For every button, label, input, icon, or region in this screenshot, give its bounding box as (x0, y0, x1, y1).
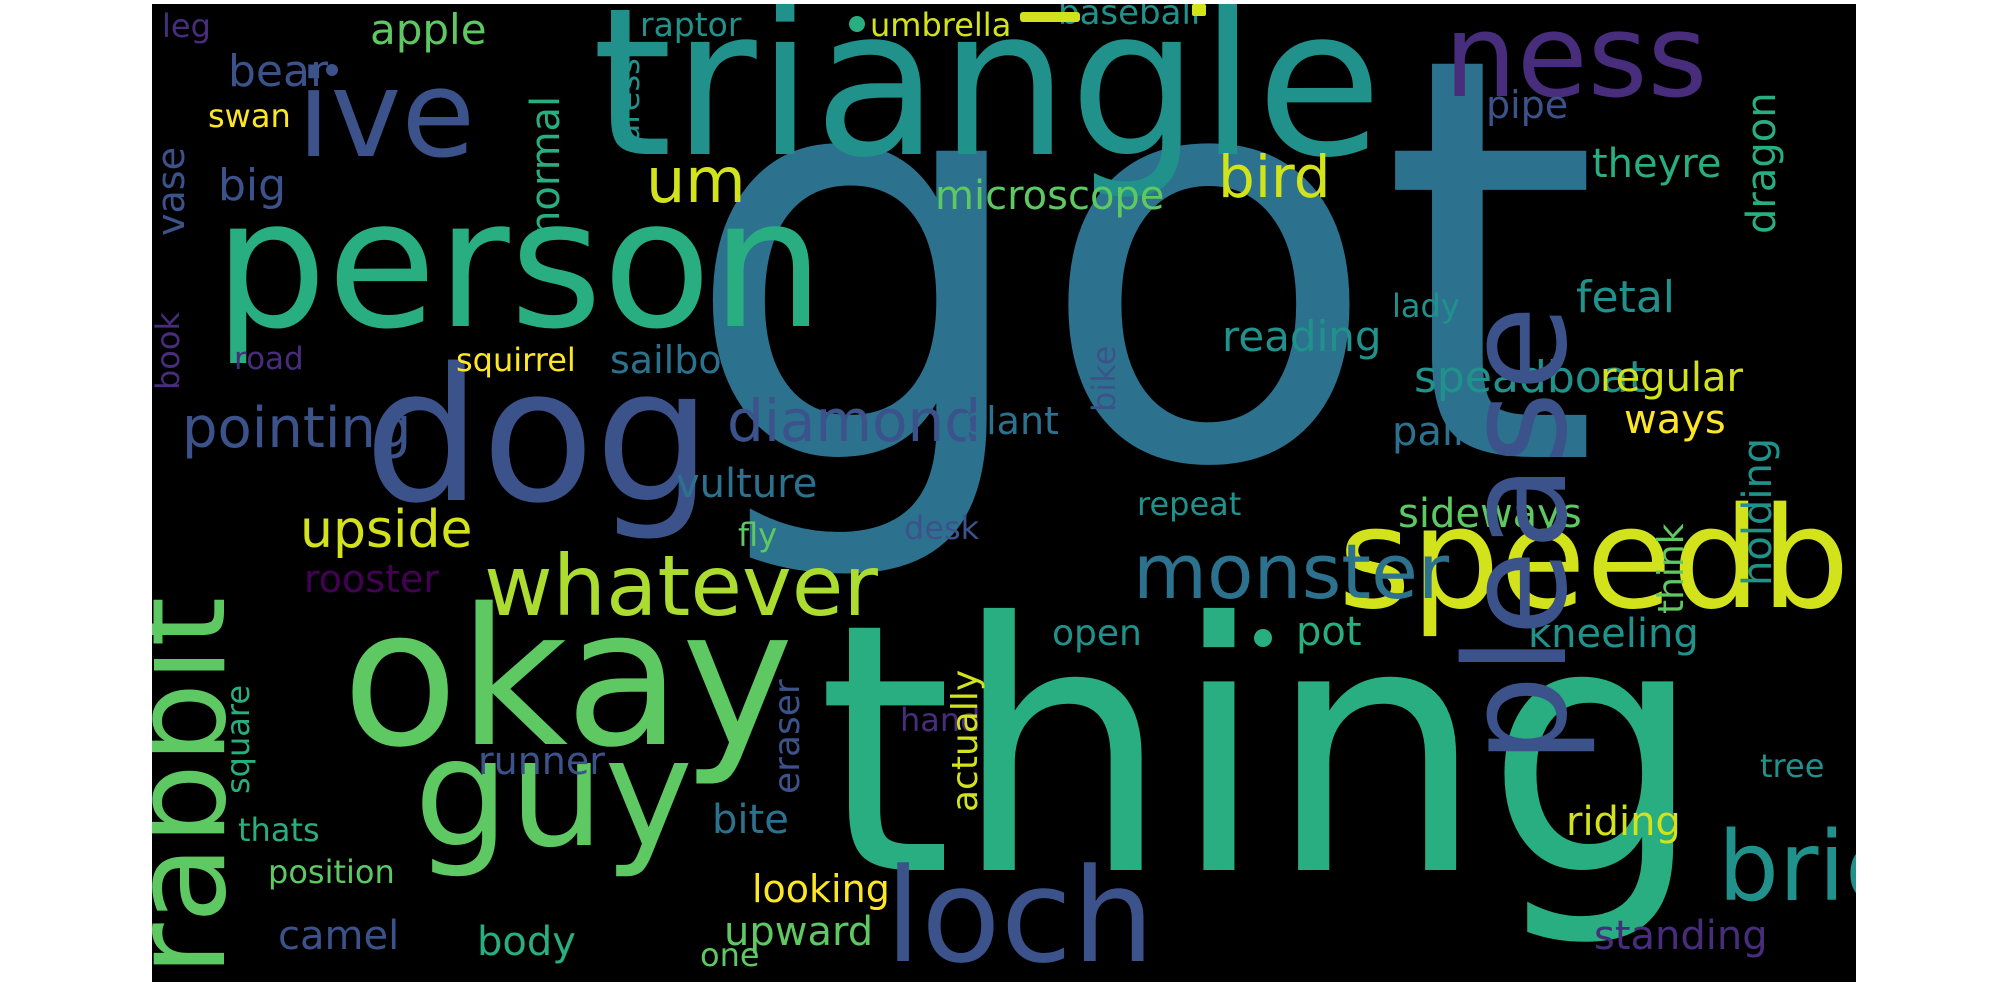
word-speedboat: please (1436, 305, 1599, 764)
word-bite: desk (904, 509, 980, 547)
word-spread: vulture (676, 461, 818, 507)
word-apple: pointing (182, 396, 412, 461)
word-think: upward (724, 909, 874, 955)
word-dog: dog (364, 328, 713, 544)
word-dragon: position (268, 853, 395, 891)
dot-mark (326, 64, 338, 76)
word-pot: ways (1624, 397, 1726, 443)
word-regular: book (152, 312, 187, 390)
word-thats: rooster (304, 557, 439, 601)
word-desk: regular (1600, 355, 1743, 401)
word-fly: speadboat (1414, 352, 1646, 403)
word-cloud: got thing triangle person dog okay ive n… (152, 4, 1856, 982)
word-open: palm (1392, 409, 1492, 455)
word-got: got (682, 4, 1600, 590)
word-whatever: loch (885, 840, 1155, 982)
word-holding: camel (278, 913, 400, 959)
word-baseball: raptor (640, 5, 742, 44)
word-rooster: plant (962, 399, 1059, 443)
word-umbrella: leg (162, 7, 211, 45)
word-upside: um (646, 144, 746, 217)
word-vulture: sailboat (610, 338, 760, 382)
word-um: bridge (1718, 811, 1856, 923)
word-okay: okay (342, 568, 794, 789)
word-body: square (219, 684, 257, 794)
word-riding: open (1052, 613, 1142, 654)
word-square: standing (1594, 913, 1768, 959)
word-pointing: bird (1218, 143, 1331, 211)
word-road: dress (609, 58, 647, 144)
word-position: pot (1296, 609, 1362, 655)
word-book: bite (712, 797, 789, 843)
word-camel: actually (945, 669, 986, 812)
word-person: person (214, 161, 825, 368)
word-ive: ive (297, 46, 476, 185)
word-triangle: triangle (592, 4, 1383, 203)
word-leg: diamond (727, 387, 982, 455)
word-diamond: upside (300, 500, 473, 560)
word-one: hand (900, 701, 981, 739)
word-fetal: microscope (935, 173, 1165, 219)
word-microscope: big (218, 160, 287, 211)
word-loch: speedboat (1338, 478, 1856, 641)
word-palm: lady (1392, 287, 1460, 325)
dot-mark (1254, 629, 1272, 647)
dash-mark (1020, 12, 1080, 22)
word-runner: repeat (1137, 485, 1242, 523)
word-tree: fly (738, 516, 778, 554)
word-flying: think (1651, 523, 1692, 614)
word-lady: theyre (1592, 141, 1722, 187)
word-normal: thats (238, 811, 320, 849)
word-pipe: swan (208, 97, 291, 135)
word-monster: whatever (484, 537, 878, 635)
word-dress: riding (1566, 799, 1681, 845)
word-swan: baseball (1058, 4, 1201, 33)
word-kneeling: holding (1735, 437, 1781, 586)
word-bear: umbrella (870, 6, 1012, 44)
word-raptor: apple (370, 5, 487, 54)
word-plant: fetal (1576, 272, 1675, 323)
word-bike: looking (752, 867, 890, 911)
word-sideways: road (234, 341, 304, 377)
dash-mark (1192, 4, 1206, 16)
word-sailboat: normal (523, 95, 569, 236)
word-repeat: squirrel (456, 341, 576, 379)
word-hand: sideways (1398, 491, 1582, 537)
word-actually: body (477, 919, 576, 965)
word-rabbit: runner (478, 739, 605, 783)
word-bird: monster (1133, 527, 1450, 616)
word-looking: kneeling (1528, 611, 1699, 657)
word-theyre: pipe (1486, 83, 1569, 127)
word-guy: guy (414, 707, 694, 881)
dot-mark (849, 16, 865, 32)
word-ways: reading (1222, 312, 1382, 361)
word-big: bear (228, 46, 329, 97)
word-squirrel: dragon (1739, 92, 1785, 234)
word-reading: vase (152, 147, 193, 236)
word-upward: eraser (767, 679, 808, 794)
word-speadboat: bike (1085, 345, 1123, 412)
word-eraser: one (700, 936, 760, 974)
word-vase: tree (1760, 747, 1825, 785)
word-ness: ness (1444, 4, 1708, 124)
